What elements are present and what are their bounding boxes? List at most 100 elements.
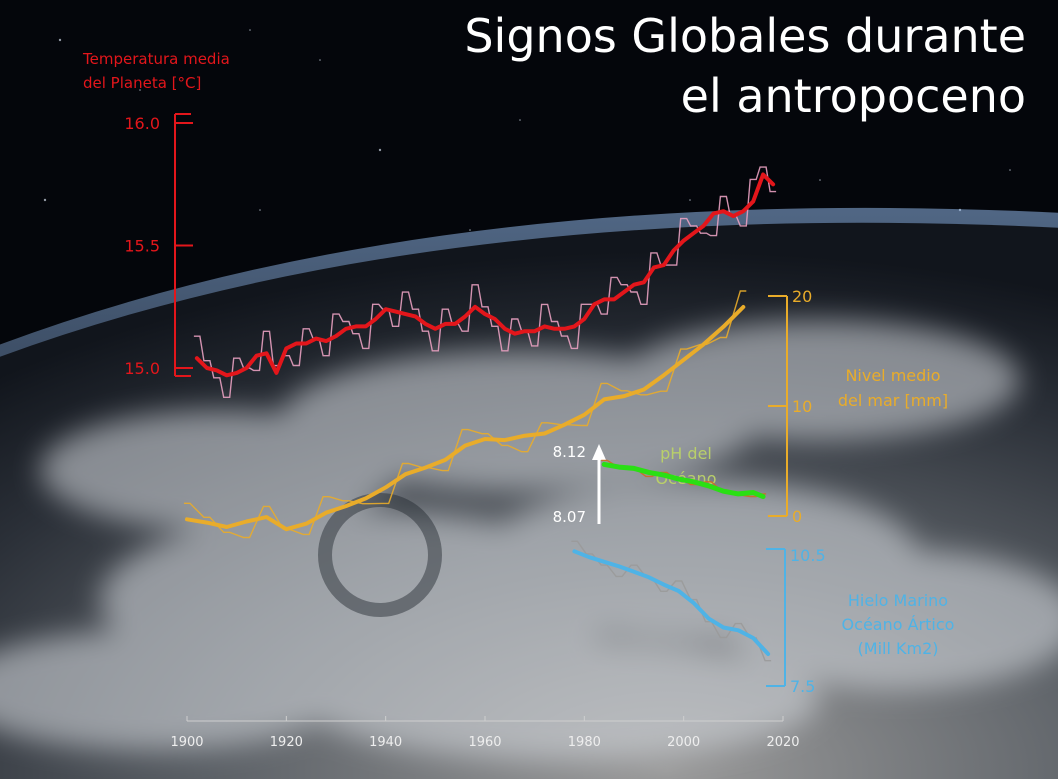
- temperature-series-line-point: [612, 298, 616, 301]
- sea-level-tick-label: 0: [792, 507, 802, 526]
- sea-level-series-line-point: [463, 444, 467, 447]
- temperature-series-line-point: [305, 342, 308, 345]
- temperature-series-line-point: [374, 317, 377, 321]
- star: [598, 38, 602, 42]
- sea-ice-series-line-point: [752, 636, 755, 640]
- sea-level-series-line-point: [225, 525, 228, 529]
- sea-level-series-line-point: [245, 520, 248, 523]
- sea-level-series-line-point: [305, 522, 308, 525]
- ph-series-line-point: [722, 490, 725, 493]
- star: [1009, 169, 1011, 171]
- ph-arrow-head: [592, 444, 606, 460]
- ph-series-line-point: [677, 477, 680, 481]
- sea-ice-series-line-point: [677, 589, 680, 593]
- sea-ice-axis-label: Hielo Marino: [848, 591, 948, 610]
- temperature-series-line-point: [314, 337, 318, 340]
- temperature-series-line-point: [533, 330, 536, 333]
- star: [689, 199, 691, 201]
- temperature-series-line-point: [503, 327, 507, 330]
- temperature-series-line-point: [662, 263, 665, 267]
- temperature-series-line-point: [752, 200, 755, 203]
- x-axis-tick-label: 1940: [369, 735, 402, 750]
- sea-level-series-line-point: [523, 434, 526, 437]
- temperature-series-line-point: [334, 334, 338, 338]
- temperature-series-line-point: [225, 374, 228, 377]
- temperature-series-line-point: [394, 310, 397, 313]
- temperature-series-line-point: [483, 312, 487, 316]
- temperature-series-line-point: [622, 290, 626, 294]
- x-axis-tick-label: 2000: [667, 735, 700, 750]
- ph-series-line-point: [761, 495, 765, 498]
- ph-series-line-point: [737, 492, 740, 496]
- temperature-series-line-point: [523, 330, 526, 333]
- sea-level-series-line-point: [563, 423, 566, 426]
- sea-level-series-line-point: [324, 511, 328, 514]
- temperature-series-line-point: [702, 224, 705, 228]
- sea-level-series-line-point: [503, 438, 507, 442]
- temperature-series-line-point: [722, 210, 725, 213]
- temperature-series-line-point: [583, 317, 586, 321]
- sea-level-series-line-point: [642, 388, 646, 391]
- sea-ice-series-line-point: [617, 565, 621, 568]
- temperature-tick-label: 15.0: [124, 359, 160, 378]
- temperature-series-line-point: [563, 327, 566, 330]
- temperature-series-line-point: [295, 342, 298, 345]
- title-line-2: el antropoceno: [680, 69, 1026, 123]
- temperature-series-line-point: [275, 371, 278, 375]
- star: [43, 198, 47, 202]
- sea-ice-axis-label: (Mill Km2): [858, 639, 939, 658]
- ph-series-line-point: [617, 465, 621, 469]
- temperature-series-line-point: [642, 281, 646, 284]
- temperature-series-line-point: [354, 325, 358, 328]
- sea-ice-series-line-point: [766, 652, 770, 656]
- temperature-series-line-point: [692, 232, 695, 235]
- temperature-series-line-point: [364, 325, 367, 328]
- temperature-series-line-point: [672, 249, 675, 252]
- temperature-series-line-point: [632, 283, 636, 286]
- temperature-series-line-point: [603, 298, 606, 301]
- sea-ice-series-line-point: [588, 556, 591, 559]
- temperature-series-line-point: [712, 212, 715, 215]
- ph-series-line-point: [752, 491, 755, 494]
- x-axis-tick-label: 1920: [270, 735, 303, 750]
- sea-ice-series-line-point: [692, 601, 695, 605]
- sea-level-series-line-point: [285, 528, 288, 531]
- temperature-series-line-point: [593, 303, 596, 306]
- temperature-series-line-point: [235, 371, 238, 375]
- temperature-series-line-point: [473, 305, 477, 308]
- temperature-series-line-point: [414, 315, 417, 318]
- sea-ice-series-line-point: [722, 626, 725, 629]
- temperature-series-line-point: [732, 214, 735, 218]
- temperature-series-line-point: [454, 322, 457, 326]
- temperature-series-line-point: [463, 315, 467, 318]
- ph-series-line-point: [632, 467, 636, 470]
- sea-ice-axis-label: Océano Ártico: [842, 615, 955, 634]
- ph-series-line-point: [647, 471, 651, 474]
- sea-level-series-line-point: [603, 398, 606, 401]
- sea-level-series-line-point: [265, 515, 268, 519]
- cloud: [720, 550, 1058, 690]
- sea-level-tick-label: 10: [792, 397, 812, 416]
- cloud: [300, 640, 820, 760]
- sea-level-axis-label: del mar [mm]: [838, 391, 948, 410]
- sea-ice-tick-label: 10.5: [790, 546, 826, 565]
- star: [249, 29, 251, 31]
- sea-level-series-line-point: [344, 504, 348, 508]
- temperature-series-line-point: [205, 366, 209, 370]
- star: [139, 89, 141, 91]
- sea-level-series-line-point: [622, 394, 626, 398]
- temperature-series-line-point: [771, 183, 775, 186]
- temperature-tick-label: 15.5: [124, 237, 160, 256]
- ph-arrow-label-bottom: 8.07: [553, 508, 586, 526]
- sea-level-series-line-point: [722, 325, 725, 328]
- sea-ice-series-line-point: [707, 617, 710, 620]
- temperature-series-line-point: [553, 327, 556, 330]
- ph-label: pH del: [660, 444, 712, 463]
- temperature-series-line-point: [324, 339, 328, 343]
- temperature-annual-line: [193, 166, 777, 398]
- temperature-series-line-point: [543, 325, 546, 328]
- cloud-cover: [0, 320, 1058, 760]
- star: [58, 38, 62, 42]
- storm-swirl: [318, 493, 442, 617]
- sea-level-series-line-point: [543, 432, 546, 435]
